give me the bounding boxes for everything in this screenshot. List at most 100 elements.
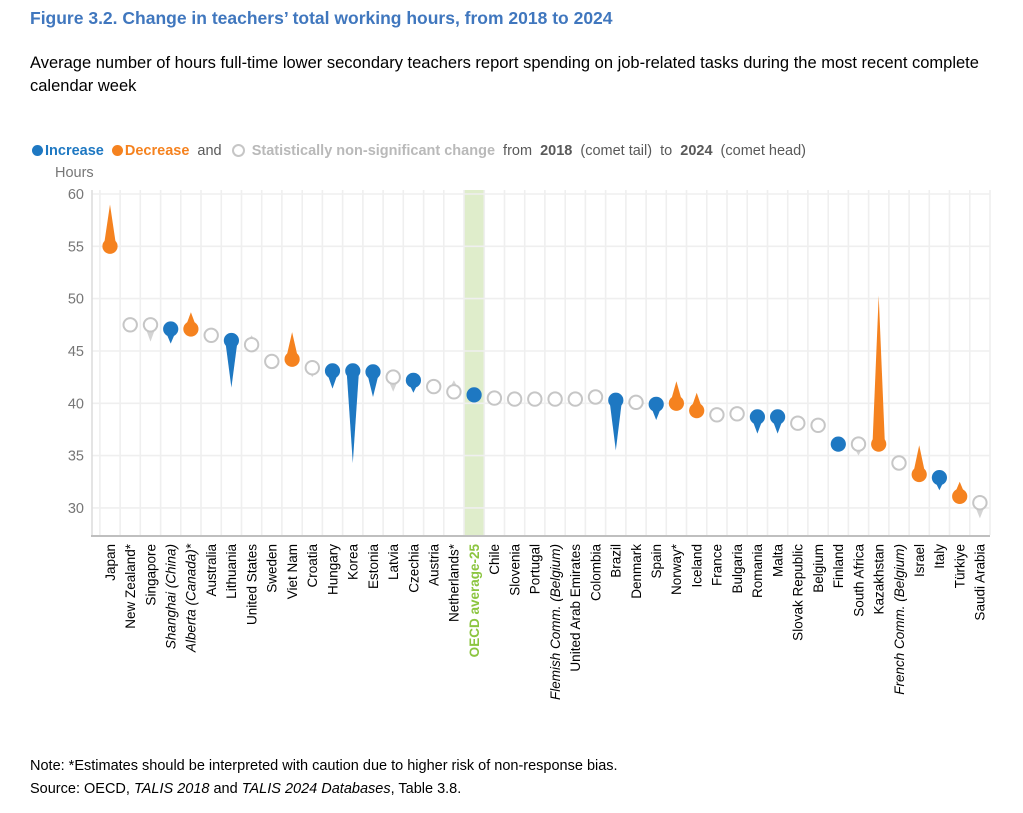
country-label-t-rkiye: Türkiye xyxy=(953,544,968,588)
country-label-italy: Italy xyxy=(932,544,947,569)
legend-year-2024: 2024 xyxy=(680,143,713,159)
comet-brazil xyxy=(608,392,624,451)
country-label-bulgaria: Bulgaria xyxy=(730,544,745,594)
country-label-israel: Israel xyxy=(912,544,927,577)
y-axis-tick-labels: 60 55 50 45 40 35 30 xyxy=(68,187,84,517)
country-label-singapore: Singapore xyxy=(143,544,158,606)
increase-dot-icon xyxy=(32,145,43,156)
country-label-portugal: Portugal xyxy=(528,544,543,594)
source-talis-2018: TALIS 2018 xyxy=(133,781,210,797)
comet-slovak-republic xyxy=(790,415,806,431)
y-tick-45: 45 xyxy=(68,344,84,360)
comet-finland xyxy=(830,436,846,452)
legend-comet-tail-note: (comet tail) xyxy=(580,143,653,159)
comet-united-states xyxy=(243,335,260,353)
comet-shanghai-china xyxy=(163,321,179,344)
comet-denmark xyxy=(628,394,644,410)
y-tick-40: 40 xyxy=(68,396,84,412)
source-suffix: , Table 3.8. xyxy=(390,781,462,797)
comet-austria xyxy=(426,378,442,395)
y-axis-title: Hours xyxy=(55,165,94,181)
country-label-iceland: Iceland xyxy=(690,544,705,588)
country-label-oecd-average-25: OECD average-25 xyxy=(467,544,482,658)
comet-norway xyxy=(668,381,685,411)
country-label-malta: Malta xyxy=(770,544,785,578)
country-label-viet-nam: Viet Nam xyxy=(285,544,300,599)
comet-flemish-comm-belgium xyxy=(547,391,563,407)
legend-increase-label: Increase xyxy=(45,143,104,159)
country-label-croatia: Croatia xyxy=(305,544,320,588)
comet-french-comm-belgium xyxy=(891,455,907,471)
country-label-flemish-comm-belgium: Flemish Comm. (Belgium) xyxy=(548,544,563,700)
comet-series xyxy=(102,204,988,519)
source-prefix: Source: OECD, xyxy=(30,781,134,797)
comet-lithuania xyxy=(223,332,239,388)
oecd-average-highlight-band xyxy=(463,190,485,535)
comet-malta xyxy=(770,409,786,434)
country-label-denmark: Denmark xyxy=(629,544,644,599)
country-label-united-arab-emirates: United Arab Emirates xyxy=(568,544,583,672)
comet-australia xyxy=(203,327,219,343)
y-tick-50: 50 xyxy=(68,292,84,308)
comet-israel xyxy=(911,445,927,483)
legend-comet-head-note: (comet head) xyxy=(720,143,806,159)
comet-chile xyxy=(486,390,503,406)
comet-romania xyxy=(749,409,766,434)
country-label-sweden: Sweden xyxy=(265,544,280,593)
legend-and-text: and xyxy=(197,143,222,159)
comet-portugal xyxy=(527,391,543,407)
y-tick-60: 60 xyxy=(68,187,84,203)
comet-bulgaria xyxy=(729,406,745,422)
comet-viet-nam xyxy=(284,332,300,367)
country-label-romania: Romania xyxy=(750,544,765,599)
source-mid: and xyxy=(209,781,242,797)
figure-note: Note: *Estimates should be interpreted w… xyxy=(30,758,618,774)
comet-t-rkiye xyxy=(952,481,968,504)
country-label-new-zealand: New Zealand* xyxy=(123,543,138,629)
comet-croatia xyxy=(304,360,320,378)
country-label-korea: Korea xyxy=(346,544,361,581)
country-label-estonia: Estonia xyxy=(366,544,381,590)
comet-kazakhstan xyxy=(871,295,887,452)
comet-italy xyxy=(931,470,948,491)
comet-alberta-canada xyxy=(183,312,199,337)
legend-decrease-label: Decrease xyxy=(124,143,190,159)
comet-estonia xyxy=(365,364,381,397)
y-tick-35: 35 xyxy=(68,449,84,465)
figure-subtitle: Average number of hours full-time lower … xyxy=(30,54,979,96)
country-label-alberta-canada: Alberta (Canada)* xyxy=(184,543,199,653)
comet-saudi-arabia xyxy=(972,495,988,519)
comet-sweden xyxy=(264,353,280,370)
country-label-france: France xyxy=(710,544,725,586)
comet-united-arab-emirates xyxy=(567,391,583,407)
comet-new-zealand xyxy=(122,317,138,333)
country-label-japan: Japan xyxy=(103,544,118,581)
comet-oecd-average-25 xyxy=(466,387,482,403)
country-label-south-africa: South Africa xyxy=(851,544,866,617)
country-label-brazil: Brazil xyxy=(609,544,624,578)
comet-netherlands xyxy=(446,380,462,400)
comet-korea xyxy=(345,363,361,463)
country-label-australia: Australia xyxy=(204,544,219,597)
country-label-latvia: Latvia xyxy=(386,544,401,581)
chart-legend: Increase Decrease and Statistically non-… xyxy=(32,143,1012,159)
comet-colombia xyxy=(587,389,604,405)
comet-france xyxy=(709,407,725,423)
comet-iceland xyxy=(689,392,705,419)
y-tick-30: 30 xyxy=(68,501,84,517)
country-label-belgium: Belgium xyxy=(811,544,826,593)
country-label-colombia: Colombia xyxy=(588,544,603,602)
figure-source: Source: OECD, TALIS 2018 and TALIS 2024 … xyxy=(30,781,461,797)
legend-year-2018: 2018 xyxy=(540,143,573,159)
legend-to-text: to xyxy=(660,143,673,159)
comet-singapore xyxy=(142,317,159,342)
legend-nonsignificant-label: Statistically non-significant change xyxy=(251,143,496,159)
nonsignificant-circle-icon xyxy=(231,144,245,157)
country-label-kazakhstan: Kazakhstan xyxy=(872,544,887,615)
figure-title: Figure 3.2. Change in teachers’ total wo… xyxy=(30,8,613,28)
country-label-spain: Spain xyxy=(649,544,664,579)
legend-from-text: from xyxy=(503,143,533,159)
decrease-dot-icon xyxy=(111,145,123,156)
comet-latvia xyxy=(385,369,401,392)
country-label-austria: Austria xyxy=(427,544,442,587)
